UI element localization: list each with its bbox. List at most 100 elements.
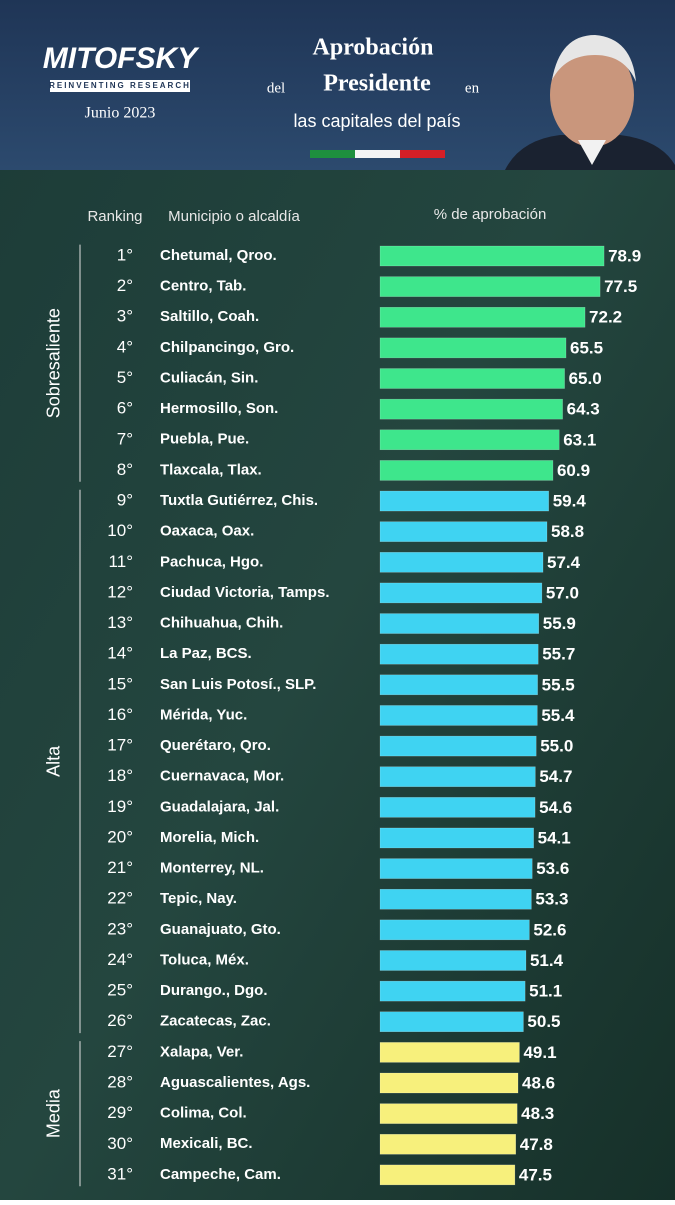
- value-label: 47.8: [520, 1135, 553, 1154]
- category-label: Tepic, Nay.: [160, 890, 237, 907]
- rank: 9°: [117, 491, 133, 510]
- category-label: Colima, Col.: [160, 1105, 247, 1122]
- value-label: 54.1: [538, 828, 571, 847]
- rank: 2°: [117, 276, 133, 295]
- category-label: Tuxtla Gutiérrez, Chis.: [160, 492, 318, 509]
- category-label: Oaxaca, Oax.: [160, 523, 254, 540]
- column-header: % de aprobación: [434, 206, 547, 223]
- rank: 16°: [107, 705, 133, 724]
- category-label: Ciudad Victoria, Tamps.: [160, 584, 329, 601]
- value-label: 65.0: [569, 369, 602, 388]
- value-label: 78.9: [608, 246, 641, 265]
- category-label: Guadalajara, Jal.: [160, 798, 279, 815]
- category-label: Aguascalientes, Ags.: [160, 1074, 310, 1091]
- bar: [379, 582, 543, 604]
- rank: 29°: [107, 1103, 133, 1122]
- bar: [379, 368, 565, 389]
- category-label: Chetumal, Qroo.: [160, 247, 277, 264]
- rank: 13°: [107, 613, 133, 632]
- bar: [379, 521, 548, 542]
- category-label: San Luis Potosí., SLP.: [160, 676, 316, 693]
- value-label: 63.1: [563, 430, 596, 449]
- title: Presidente: [323, 71, 431, 97]
- rank: 7°: [117, 429, 133, 448]
- flag-red: [400, 150, 445, 158]
- title: del: [267, 80, 285, 96]
- bar: [379, 1072, 519, 1094]
- bar: [379, 980, 526, 1002]
- rank: 1°: [117, 245, 133, 264]
- category-label: Hermosillo, Son.: [160, 400, 278, 417]
- value-label: 65.5: [570, 338, 603, 357]
- category-label: Mexicali, BC.: [160, 1135, 253, 1152]
- category-label: Zacatecas, Zac.: [160, 1013, 271, 1030]
- rank: 20°: [107, 827, 133, 846]
- bar: [379, 827, 534, 849]
- rank: 5°: [117, 368, 133, 387]
- category-label: Saltillo, Coah.: [160, 308, 259, 325]
- category-label: Cuernavaca, Mor.: [160, 768, 284, 785]
- category-label: Mérida, Yuc.: [160, 706, 247, 723]
- rank: 10°: [107, 521, 133, 540]
- title: en: [465, 80, 480, 96]
- rank: 17°: [107, 736, 133, 755]
- rank: 15°: [107, 674, 133, 693]
- rank: 30°: [107, 1134, 133, 1153]
- bar: [379, 735, 537, 757]
- value-label: 64.3: [567, 400, 600, 419]
- group-label: Sobresaliente: [44, 308, 64, 418]
- category-label: Centro, Tab.: [160, 278, 246, 295]
- rank: 26°: [107, 1011, 133, 1030]
- bar: [379, 643, 539, 665]
- value-label: 54.6: [539, 798, 572, 817]
- value-label: 72.2: [589, 308, 622, 327]
- bar: [379, 888, 532, 910]
- value-label: 47.5: [519, 1165, 552, 1184]
- group-label: Alta: [44, 745, 64, 777]
- bar: [379, 552, 544, 573]
- value-label: 55.7: [542, 645, 575, 664]
- bar: [379, 460, 554, 481]
- title: las capitales del país: [293, 111, 460, 131]
- rank: 22°: [107, 889, 133, 908]
- rank: 14°: [107, 644, 133, 663]
- rank: 24°: [107, 950, 133, 969]
- flag-white: [355, 150, 400, 158]
- tagline-bar: [50, 80, 190, 92]
- value-label: 50.5: [527, 1012, 560, 1031]
- category-label: Querétaro, Qro.: [160, 737, 271, 754]
- brand: MITOFSKY: [43, 42, 200, 75]
- bar: [379, 950, 527, 971]
- value-label: 51.1: [529, 982, 562, 1001]
- category-label: Xalapa, Ver.: [160, 1043, 243, 1060]
- bar: [379, 674, 538, 696]
- column-header: Ranking: [87, 208, 142, 225]
- bar: [379, 490, 549, 512]
- category-label: Pachuca, Hgo.: [160, 553, 263, 570]
- value-label: 60.9: [557, 461, 590, 480]
- column-header: Municipio o alcaldía: [168, 208, 300, 225]
- category-label: Toluca, Méx.: [160, 951, 249, 968]
- bar: [379, 766, 536, 787]
- bar: [379, 245, 605, 267]
- rank: 18°: [107, 766, 133, 785]
- bar: [379, 1042, 520, 1063]
- bar: [379, 307, 586, 328]
- category-label: Monterrey, NL.: [160, 860, 264, 877]
- rank: 31°: [107, 1164, 133, 1183]
- value-label: 55.9: [543, 614, 576, 633]
- value-label: 48.3: [521, 1104, 554, 1123]
- bar: [379, 398, 563, 420]
- category-label: La Paz, BCS.: [160, 645, 252, 662]
- rank: 12°: [107, 582, 133, 601]
- value-label: 51.4: [530, 951, 564, 970]
- value-label: 58.8: [551, 522, 584, 541]
- bar: [379, 858, 533, 879]
- bar: [379, 919, 530, 941]
- bar: [379, 1164, 516, 1186]
- bar: [379, 337, 567, 359]
- rank: 4°: [117, 337, 133, 356]
- category-label: Chihuahua, Chih.: [160, 615, 283, 632]
- category-label: Morelia, Mich.: [160, 829, 259, 846]
